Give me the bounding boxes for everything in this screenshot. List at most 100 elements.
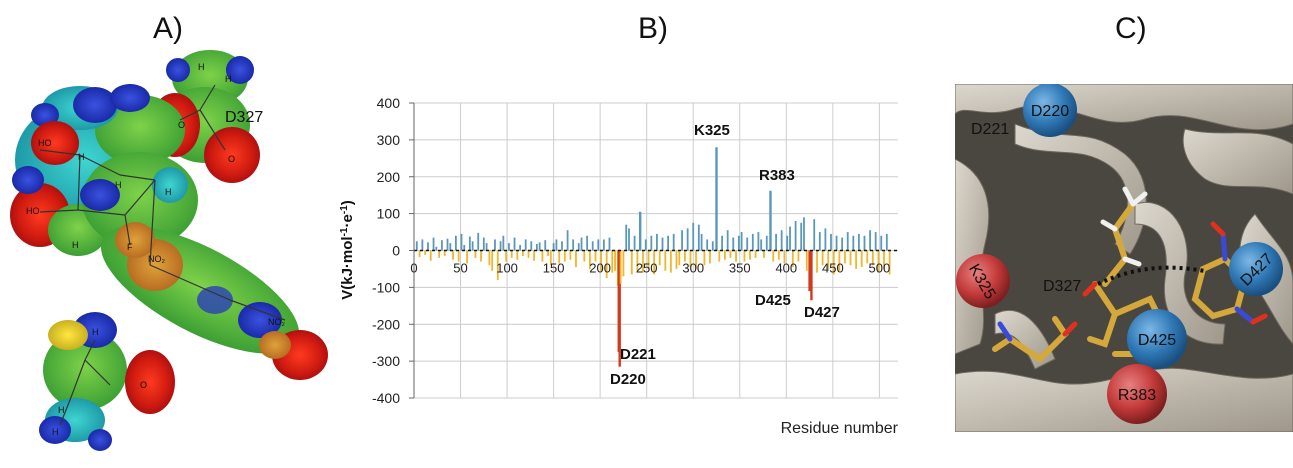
bar (496, 250, 499, 280)
y-tick-label: 300 (377, 132, 401, 148)
y-axis-label-main: V(kJ·mol (339, 236, 356, 299)
bar (780, 230, 783, 251)
bar (844, 250, 846, 264)
annotation-r383: R383 (759, 167, 795, 184)
label-r383: R383 (1118, 387, 1156, 404)
bar (737, 235, 740, 251)
panel-a: A) (0, 0, 350, 463)
x-tick-label: 300 (682, 261, 704, 276)
bar (775, 233, 777, 251)
bar (589, 250, 591, 269)
bar (841, 237, 844, 251)
bar (586, 235, 589, 251)
bar (700, 233, 703, 251)
bar (763, 250, 765, 258)
bar (711, 241, 714, 251)
bar (656, 233, 658, 251)
bar (678, 250, 681, 266)
bar (415, 241, 418, 251)
bar (874, 232, 877, 251)
bar (524, 239, 527, 251)
x-tick-label: 350 (729, 261, 751, 276)
bar (858, 233, 860, 251)
sphere-d427 (1229, 242, 1283, 296)
bar (675, 250, 678, 269)
annotation-d425: D425 (755, 292, 791, 309)
panel-a-label: A) (153, 12, 183, 45)
bar (866, 250, 869, 264)
bar (672, 233, 675, 251)
bar (760, 239, 763, 251)
y-tick-label: -200 (372, 316, 400, 332)
bar (488, 250, 491, 266)
atom-label: H (115, 180, 122, 190)
label-d220: D220 (1031, 103, 1069, 120)
panel-b-label: B) (638, 12, 668, 45)
bar (474, 250, 477, 258)
atom-label: HO (38, 138, 52, 148)
bar (846, 232, 849, 251)
bar (669, 250, 672, 273)
bar (808, 250, 811, 292)
bar (824, 228, 827, 251)
bar (803, 217, 805, 251)
atom-label: O (178, 120, 185, 130)
bar (494, 239, 496, 251)
bar (561, 241, 563, 251)
bar (852, 235, 855, 251)
bar (485, 243, 488, 251)
bar (477, 232, 480, 251)
bar (689, 250, 692, 268)
bar (686, 228, 689, 251)
bar (650, 235, 653, 251)
bar (743, 250, 746, 262)
bar (695, 250, 697, 269)
bar (538, 242, 541, 251)
atom-label: H (225, 74, 232, 84)
bar (883, 250, 885, 269)
bar (706, 239, 709, 251)
bar (628, 228, 630, 251)
bar (522, 250, 524, 257)
residue-d327-label: D327 (225, 109, 263, 126)
chart-ticks: -400 -300 -200 -100 0 100 200 300 400 0 50 100 150 20… (372, 95, 890, 406)
bar (622, 250, 625, 277)
bar (653, 250, 656, 275)
bar (577, 243, 580, 251)
bar (480, 250, 482, 262)
bar (505, 250, 508, 262)
bar (754, 250, 757, 258)
bar (530, 241, 533, 251)
y-axis-label-mid: ·e (339, 214, 356, 227)
annotation-d220: D220 (610, 371, 646, 388)
bar (625, 224, 628, 251)
bar (633, 235, 636, 251)
annotation-d221: D221 (620, 346, 656, 363)
bar (885, 233, 888, 251)
bar (519, 244, 522, 251)
bar (667, 235, 669, 251)
sphere-d220 (1023, 83, 1077, 137)
y-tick-label: 0 (392, 243, 400, 259)
bar (449, 243, 452, 251)
bar (791, 250, 794, 268)
bar (749, 250, 751, 260)
bar (740, 232, 743, 251)
bar (638, 211, 642, 251)
bar (642, 250, 644, 273)
atom-label: NO₂ (268, 317, 286, 327)
bar (594, 250, 597, 262)
bar (664, 250, 667, 271)
bar (765, 235, 768, 251)
bar (832, 250, 835, 275)
bar (566, 230, 569, 251)
bar (813, 219, 816, 251)
bar (619, 250, 622, 284)
bar (547, 250, 549, 257)
bar (777, 250, 780, 260)
bar (558, 250, 561, 264)
bar (869, 230, 871, 251)
bar (647, 250, 650, 269)
bar (605, 250, 608, 279)
bar (575, 250, 577, 268)
